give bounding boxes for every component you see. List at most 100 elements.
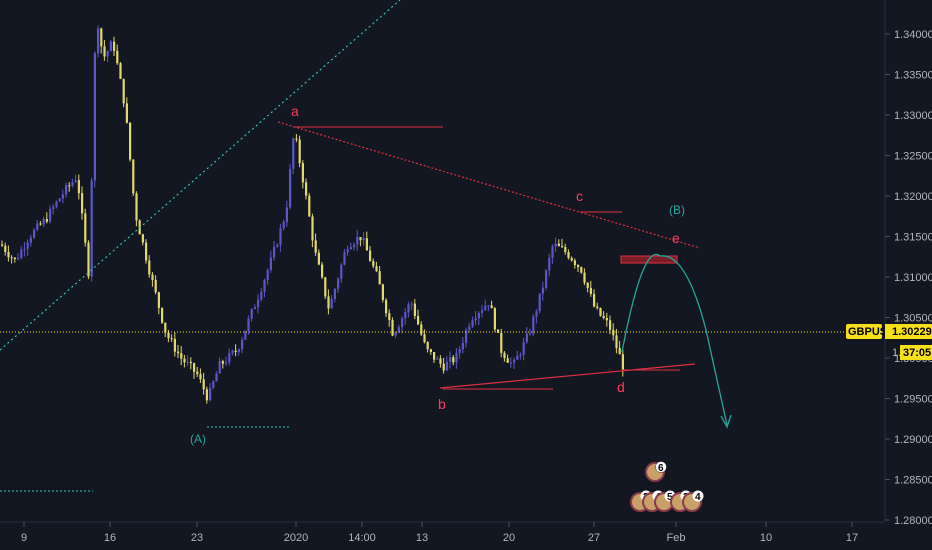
candle-down — [621, 354, 624, 370]
candle-up — [394, 332, 397, 336]
candle-down — [314, 240, 317, 253]
projection-arrow-head — [720, 414, 732, 429]
candle-down — [420, 324, 423, 335]
price-tick-label: 1.28000 — [894, 515, 932, 527]
candle-up — [61, 194, 64, 199]
candle-down — [122, 78, 125, 104]
candle-up — [93, 53, 96, 181]
candle-down — [359, 237, 362, 241]
candle-up — [551, 246, 554, 259]
candle-down — [125, 103, 128, 123]
candle-up — [225, 362, 228, 364]
candle-up — [541, 287, 544, 294]
rising-trendline[interactable] — [0, 0, 401, 351]
wave-label-d: d — [617, 379, 625, 395]
candle-up — [241, 339, 244, 350]
candle-up — [436, 358, 439, 360]
candle-down — [81, 193, 84, 214]
candle-up — [465, 330, 468, 343]
candle-down — [452, 357, 455, 363]
candle-up — [397, 327, 400, 333]
price-tick-label: 1.28500 — [894, 475, 932, 487]
candle-up — [285, 207, 288, 223]
candle-down — [103, 46, 106, 57]
candle-up — [228, 352, 231, 363]
event-count: 6 — [658, 463, 664, 474]
time-tick-label: 16 — [104, 532, 116, 544]
candle-up — [90, 180, 93, 277]
candle-down — [391, 319, 394, 336]
candle-down — [493, 308, 496, 330]
wave-label-a: a — [291, 103, 299, 119]
candle-down — [154, 279, 157, 293]
triangle-lower-trendline[interactable] — [439, 363, 696, 389]
candle-up — [340, 264, 343, 279]
time-axis[interactable]: 9 16 23 2020 14:00 13 20 27 Feb 10 17 — [21, 522, 858, 544]
symbol-label: GBPUSD — [848, 326, 895, 338]
time-tick-label: Feb — [667, 532, 686, 544]
candle-down — [433, 351, 436, 360]
price-tick-label: 1.34000 — [894, 29, 932, 41]
candle-up — [71, 182, 74, 186]
price-tick-label: 1.33000 — [894, 110, 932, 122]
candle-up — [263, 280, 266, 292]
candle-up — [362, 238, 365, 241]
candle-up — [52, 206, 55, 209]
candle-down — [321, 264, 324, 278]
candle-up — [273, 246, 276, 258]
candle-down — [442, 363, 445, 371]
candle-up — [292, 138, 295, 169]
wave-label-A: (A) — [190, 432, 206, 446]
triangle-upper-trendline[interactable] — [277, 121, 701, 249]
candle-up — [29, 237, 32, 243]
time-tick-label: 14:00 — [348, 532, 376, 544]
candle-down — [10, 257, 13, 259]
candle-down — [372, 261, 375, 267]
price-tick-label: 1.29000 — [894, 434, 932, 446]
wave-label-B: (B) — [669, 203, 685, 217]
candle-up — [33, 229, 36, 238]
projection-arc[interactable] — [621, 253, 728, 426]
time-tick-label: 9 — [21, 532, 27, 544]
candle-up — [529, 333, 532, 335]
candle-up — [545, 270, 548, 288]
candle-down — [577, 264, 580, 267]
event-badges[interactable]: 6 2 4 5 3 4 — [630, 461, 704, 512]
candle-down — [4, 245, 7, 252]
candle-up — [330, 298, 333, 309]
candle-up — [468, 326, 471, 331]
candle-up — [337, 278, 340, 289]
candle-down — [116, 50, 119, 64]
event-count-bubble — [655, 461, 667, 473]
candle-down — [506, 358, 509, 363]
candle-up — [401, 318, 404, 328]
candle-up — [445, 361, 448, 371]
countdown-tag — [900, 345, 932, 360]
candle-up — [109, 41, 112, 52]
candle-down — [183, 358, 186, 363]
candle-up — [353, 244, 356, 248]
candle-down — [423, 334, 426, 342]
symbol-tag — [846, 324, 882, 339]
candle-up — [289, 168, 292, 208]
candle-down — [580, 266, 583, 273]
time-tick-label: 27 — [588, 532, 600, 544]
candle-up — [522, 342, 525, 355]
candle-down — [561, 246, 564, 248]
candle-up — [106, 51, 109, 57]
candle-down — [381, 284, 384, 301]
candle-down — [605, 318, 608, 321]
candle-up — [17, 258, 20, 260]
candle-down — [500, 332, 503, 353]
candle-down — [586, 282, 589, 288]
candle-up — [26, 242, 29, 249]
candle-down — [148, 260, 151, 275]
candle-up — [474, 318, 477, 321]
candle-down — [503, 352, 506, 359]
candle-up — [269, 257, 272, 271]
price-tick-label: 1.29500 — [894, 394, 932, 406]
candle-up — [186, 361, 189, 363]
candle-up — [519, 354, 522, 356]
